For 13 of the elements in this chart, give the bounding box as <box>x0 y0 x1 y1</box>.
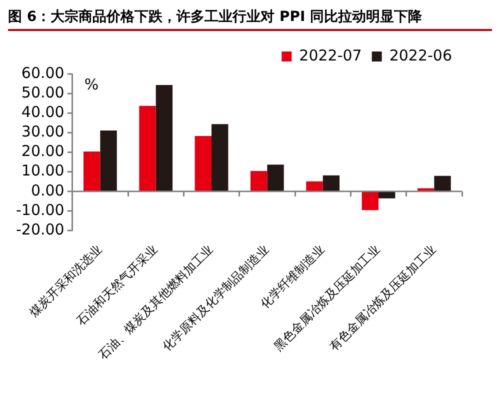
y-tick-label: 60.00 <box>21 64 64 82</box>
y-tick-label: 20.00 <box>21 142 64 160</box>
y-tick-label: -10.00 <box>16 200 64 219</box>
legend-label: 2022-06 <box>389 46 452 64</box>
y-axis-title: % <box>84 75 99 94</box>
y-tick-label: -20.00 <box>16 220 64 238</box>
y-tick-label: 30.00 <box>21 122 64 141</box>
y-tick-label: 50.00 <box>21 83 64 102</box>
y-tick-label: 40.00 <box>21 103 64 122</box>
y-tick-label: 0.00 <box>30 181 64 200</box>
y-tick-label: 10.00 <box>21 162 64 180</box>
chart-title: 图 6：大宗商品价格下跌，许多工业行业对 PPI 同比拉动明显下降 <box>8 8 492 31</box>
legend-label: 2022-07 <box>299 46 362 64</box>
